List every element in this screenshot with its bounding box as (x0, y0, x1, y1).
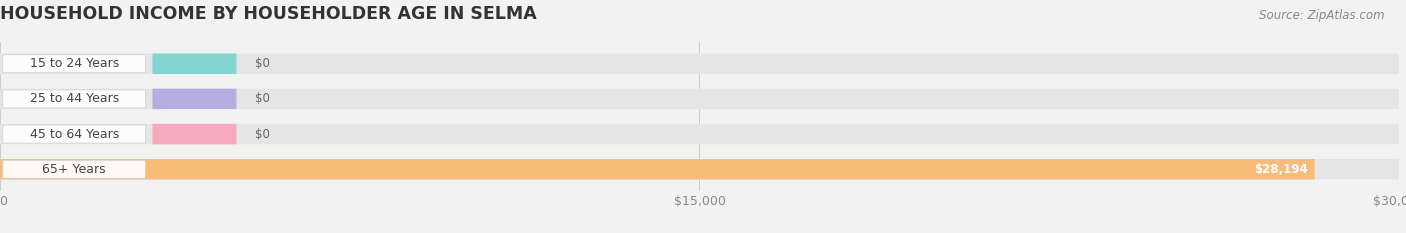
FancyBboxPatch shape (152, 124, 236, 144)
FancyBboxPatch shape (152, 54, 236, 74)
Text: $0: $0 (254, 128, 270, 140)
Text: 65+ Years: 65+ Years (42, 163, 105, 176)
Text: $0: $0 (254, 93, 270, 105)
Text: Source: ZipAtlas.com: Source: ZipAtlas.com (1260, 9, 1385, 22)
FancyBboxPatch shape (3, 160, 145, 178)
FancyBboxPatch shape (0, 54, 1399, 74)
Text: HOUSEHOLD INCOME BY HOUSEHOLDER AGE IN SELMA: HOUSEHOLD INCOME BY HOUSEHOLDER AGE IN S… (0, 5, 537, 23)
Text: $0: $0 (254, 57, 270, 70)
FancyBboxPatch shape (0, 159, 1399, 179)
FancyBboxPatch shape (152, 89, 236, 109)
FancyBboxPatch shape (3, 90, 145, 108)
FancyBboxPatch shape (0, 124, 1399, 144)
Text: 45 to 64 Years: 45 to 64 Years (30, 128, 118, 140)
Text: 25 to 44 Years: 25 to 44 Years (30, 93, 118, 105)
Text: $28,194: $28,194 (1254, 163, 1308, 176)
FancyBboxPatch shape (3, 125, 145, 143)
Text: 15 to 24 Years: 15 to 24 Years (30, 57, 118, 70)
FancyBboxPatch shape (0, 89, 1399, 109)
FancyBboxPatch shape (0, 159, 1315, 179)
FancyBboxPatch shape (3, 55, 145, 73)
